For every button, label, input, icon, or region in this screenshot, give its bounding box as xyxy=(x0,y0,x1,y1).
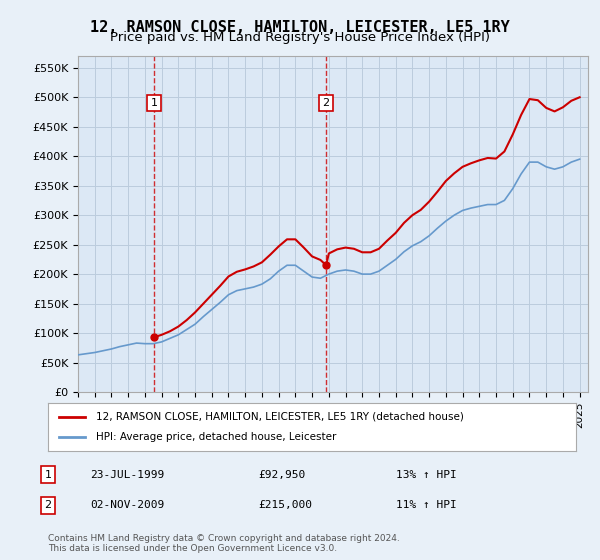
Text: 02-NOV-2009: 02-NOV-2009 xyxy=(90,501,164,510)
Text: Contains HM Land Registry data © Crown copyright and database right 2024.
This d: Contains HM Land Registry data © Crown c… xyxy=(48,534,400,553)
Text: Price paid vs. HM Land Registry's House Price Index (HPI): Price paid vs. HM Land Registry's House … xyxy=(110,31,490,44)
Text: 2: 2 xyxy=(323,98,330,108)
Text: 23-JUL-1999: 23-JUL-1999 xyxy=(90,470,164,479)
Text: 13% ↑ HPI: 13% ↑ HPI xyxy=(396,470,457,479)
Text: 12, RAMSON CLOSE, HAMILTON, LEICESTER, LE5 1RY (detached house): 12, RAMSON CLOSE, HAMILTON, LEICESTER, L… xyxy=(95,412,463,422)
Text: 1: 1 xyxy=(44,470,52,479)
Text: £215,000: £215,000 xyxy=(258,501,312,510)
Text: 11% ↑ HPI: 11% ↑ HPI xyxy=(396,501,457,510)
Text: £92,950: £92,950 xyxy=(258,470,305,479)
Text: HPI: Average price, detached house, Leicester: HPI: Average price, detached house, Leic… xyxy=(95,432,336,442)
Text: 1: 1 xyxy=(151,98,158,108)
Text: 2: 2 xyxy=(44,501,52,510)
Text: 12, RAMSON CLOSE, HAMILTON, LEICESTER, LE5 1RY: 12, RAMSON CLOSE, HAMILTON, LEICESTER, L… xyxy=(90,20,510,35)
